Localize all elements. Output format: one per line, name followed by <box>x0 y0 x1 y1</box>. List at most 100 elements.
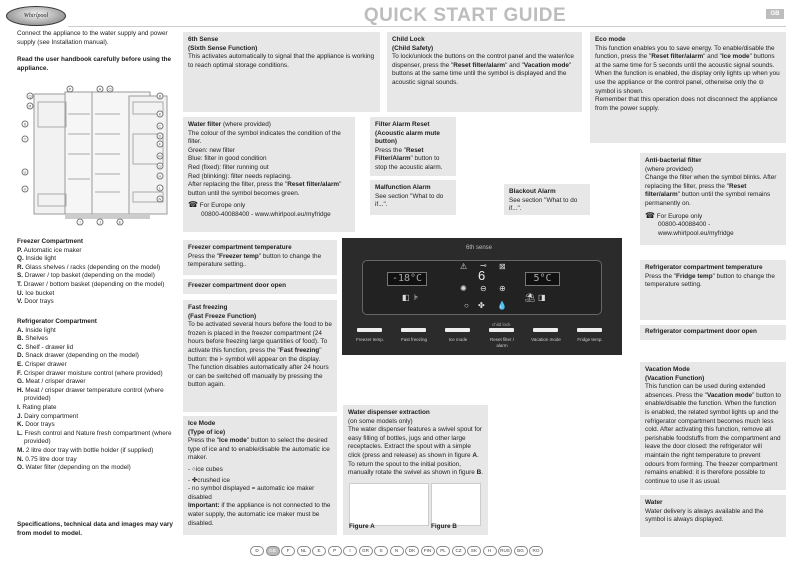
language-rus[interactable]: RUS <box>498 546 512 556</box>
language-h[interactable]: H <box>482 546 497 556</box>
diagram-callout-label: N <box>159 196 162 201</box>
diagram-callout-label: R <box>29 103 32 108</box>
language-nl[interactable]: NL <box>296 546 311 556</box>
language-bg[interactable]: BG <box>513 546 528 556</box>
specs-note: Specifications, technical data and image… <box>17 521 173 537</box>
freezer-display: -18°C <box>387 272 427 286</box>
language-i[interactable]: I <box>343 546 357 556</box>
panel-button[interactable] <box>577 328 602 332</box>
panel-button-label: Fast freezing <box>400 337 427 342</box>
diagram-callout-label: J <box>99 219 101 224</box>
language-dk[interactable]: DK <box>405 546 419 556</box>
diagram-callout <box>156 195 164 203</box>
malfunction-box: Malfunction Alarm See section "What to do… <box>370 180 456 215</box>
diagram-callout-label: U <box>24 169 27 174</box>
language-d[interactable]: D <box>250 546 264 556</box>
diagram-callout <box>156 184 164 192</box>
panel-button[interactable] <box>401 328 426 332</box>
diagram-callout-label: F <box>159 141 162 146</box>
page-title: QUICK START GUIDE <box>363 5 567 26</box>
item-key: B. <box>17 335 24 343</box>
diagram-callout-label: Q <box>28 93 31 98</box>
water-dispenser-box: Water dispenser extraction (on some model… <box>343 405 488 535</box>
item-key: R. <box>17 263 24 271</box>
language-gr[interactable]: GR <box>358 546 373 556</box>
item-text: 0.75 litre door tray <box>25 455 77 463</box>
freezer-door-icon: ◧ <box>402 293 410 302</box>
language-ro[interactable]: RO <box>529 546 543 556</box>
item-text: Glass shelves / racks (depending on the … <box>25 263 161 271</box>
blackout-box: Blackout Alarm See section "What to do if… <box>504 184 590 215</box>
item-text: Inside light <box>25 255 57 263</box>
diagram-callout <box>116 218 124 226</box>
diagram-callout-label: S <box>24 121 27 126</box>
list-item: P. Automatic ice maker <box>17 247 182 256</box>
item-text: Meat / crisper drawer <box>25 378 86 386</box>
list-item: G. Meat / crisper drawer <box>17 378 182 387</box>
diagram-callout <box>156 110 164 118</box>
panel-button-label: Fridge temp. <box>577 337 603 342</box>
item-key: Q. <box>17 255 24 263</box>
fast-freezing-box: Fast freezing (Fast Freeze Function) To b… <box>183 300 337 412</box>
warning-icon: ⚠ <box>460 262 468 271</box>
item-key: I. <box>17 403 21 411</box>
item-text: Dairy compartment <box>24 412 79 420</box>
diagram-callout-label: V <box>24 186 27 191</box>
item-text: Door trays <box>25 421 55 429</box>
diagram-callout <box>26 102 34 110</box>
language-p[interactable]: P <box>327 546 342 556</box>
language-f[interactable]: F <box>281 546 295 556</box>
list-item: J. Dairy compartment <box>17 413 182 422</box>
whirlpool-logo: Whirlpool <box>6 6 66 26</box>
item-text: Rating plate <box>22 403 57 411</box>
diagram-callout-label: O <box>108 86 111 91</box>
language-badge: GB <box>766 9 784 19</box>
item-key: J. <box>17 412 23 420</box>
panel-button[interactable] <box>445 328 470 332</box>
fridge-display: 5°C <box>525 272 560 286</box>
language-pl[interactable]: PL <box>436 546 450 556</box>
diagram-callout <box>26 92 34 100</box>
phone-icon: ☎ <box>188 200 198 210</box>
list-item: K. Door trays <box>17 421 182 430</box>
water-drop-icon: 💧 <box>497 301 507 310</box>
language-s[interactable]: S <box>374 546 388 556</box>
filter-reset-box: Filter Alarm Reset (Acoustic alarm mute … <box>370 117 456 176</box>
diagram-callout <box>156 92 164 100</box>
filter-status-line: The colour of the symbol indicates the c… <box>188 129 341 146</box>
phone-icon: ☎ <box>645 210 655 220</box>
diagram-callout-label: I <box>79 219 80 224</box>
list-item: I. Rating plate <box>17 404 182 413</box>
list-item: F. Crisper drawer moisture control (wher… <box>17 370 182 379</box>
item-key: C. <box>17 343 24 351</box>
panel-button[interactable] <box>533 328 558 332</box>
language-gb[interactable]: GB <box>265 546 280 556</box>
vacation-icon: ⛱ <box>525 293 536 302</box>
fast-freezing-icon: ⊧ <box>219 355 224 363</box>
diagram-callout-label: K <box>159 111 162 116</box>
eco-icon: ⊖ <box>758 78 764 86</box>
item-key: T. <box>17 280 22 288</box>
ice-mode-box: Ice Mode (Type of ice) Press the "Ice mod… <box>183 416 337 535</box>
diagram-callout <box>156 162 164 170</box>
language-e[interactable]: E <box>312 546 326 556</box>
diagram-callout <box>21 168 29 176</box>
panel-button-label: Reset filter / alarm <box>489 337 514 348</box>
diagram-callout-label: B <box>159 93 162 98</box>
fridge-diagram: P A O Q B R K S C T DF M U GH V L I J E N <box>21 85 168 226</box>
item-key: A. <box>17 326 24 334</box>
freezer-door-box: Freezer compartment door open <box>183 279 337 294</box>
language-n[interactable]: N <box>389 546 404 556</box>
item-text: Automatic ice maker <box>23 246 82 254</box>
item-key: O. <box>17 464 24 472</box>
diagram-callout-label: M <box>158 153 161 158</box>
item-key: L. <box>17 429 23 437</box>
language-fin[interactable]: FIN <box>420 546 435 556</box>
item-text: Crisper drawer moisture control (where p… <box>23 369 163 377</box>
language-sk[interactable]: SK <box>467 546 481 556</box>
panel-button[interactable] <box>357 328 382 332</box>
language-cz[interactable]: CZ <box>451 546 466 556</box>
item-text: Shelves <box>25 335 48 343</box>
panel-button[interactable] <box>489 328 514 332</box>
item-text: Meat / crisper drawer temperature contro… <box>24 386 164 403</box>
